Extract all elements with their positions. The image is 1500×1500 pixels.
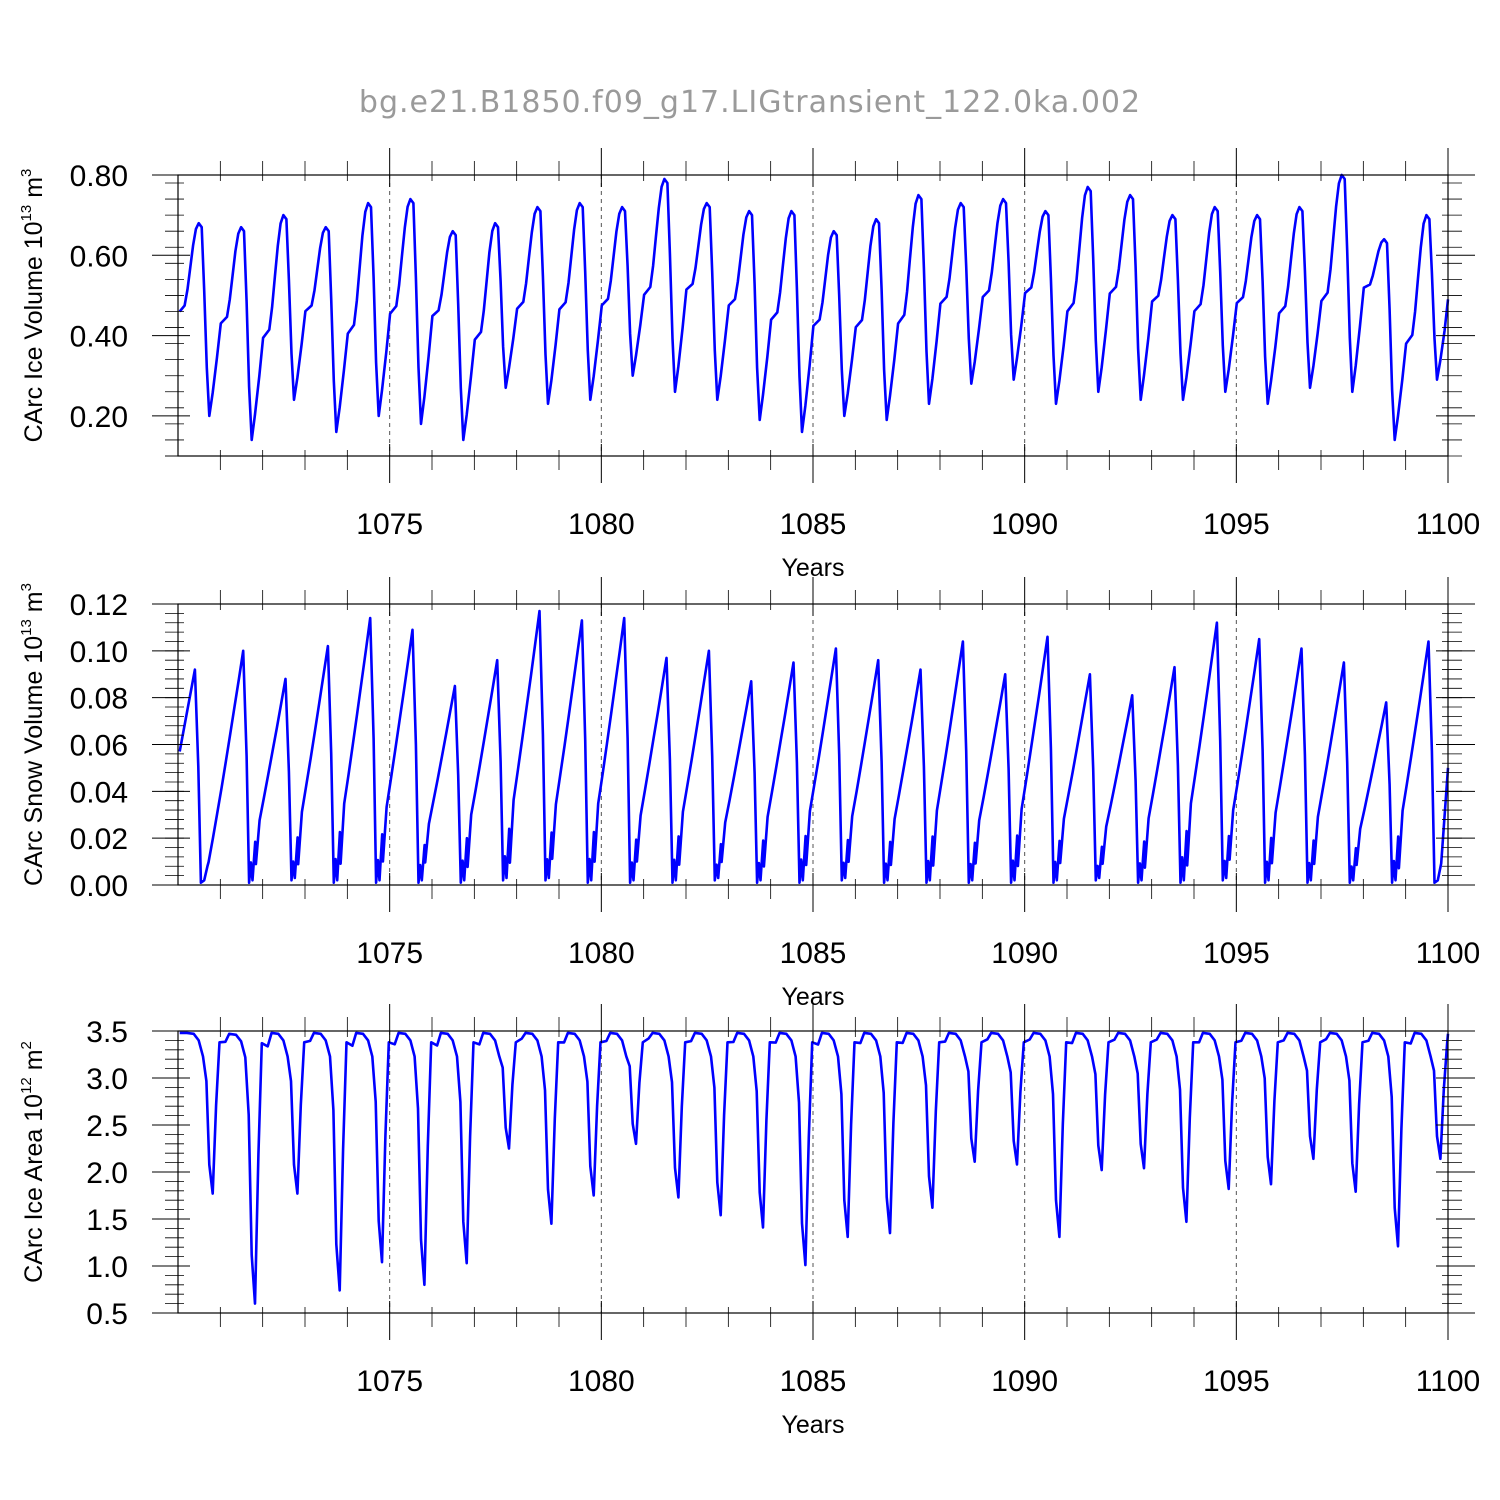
y-axis-label: CArc Snow Volume 1013 m3 [18, 583, 48, 886]
y-tick-label: 0.04 [70, 776, 128, 809]
x-tick-label: 1080 [568, 937, 635, 970]
y-tick-label: 3.5 [86, 1016, 128, 1049]
ice-area-panel: 0.5 1.0 1.5 2.0 2.5 3.0 3.5 1075 1080 1085 1090 109… [18, 1004, 1480, 1439]
x-tick-label: 1085 [780, 508, 847, 541]
y-tick-label: 1.5 [86, 1204, 128, 1237]
y-tick-label: 0.5 [86, 1298, 128, 1331]
x-tick-label: 1085 [780, 937, 847, 970]
x-tick-label: 1100 [1416, 508, 1481, 541]
y-tick-label: 3.0 [86, 1063, 128, 1096]
y-tick-label: 0.00 [70, 870, 128, 903]
chart-title: bg.e21.B1850.f09_g17.LIGtransient_122.0k… [359, 85, 1141, 120]
x-tick-label: 1090 [991, 1365, 1058, 1398]
snow-volume-series-line [178, 609, 1450, 884]
y-tick-label: 0.02 [70, 823, 128, 856]
y-axis-label: CArc Ice Volume 1013 m3 [18, 169, 48, 443]
y-tick-label: 0.12 [70, 589, 128, 622]
y-tick-label: 2.5 [86, 1110, 128, 1143]
y-tick-label: 0.06 [70, 730, 128, 763]
x-tick-label: 1100 [1416, 1365, 1481, 1398]
y-tick-label: 0.40 [70, 321, 128, 354]
x-tick-label: 1080 [568, 508, 635, 541]
x-tick-label: 1090 [991, 937, 1058, 970]
x-tick-label: 1095 [1203, 1365, 1270, 1398]
x-tick-label: 1090 [991, 508, 1058, 541]
x-tick-label: 1085 [780, 1365, 847, 1398]
x-tick-label: 1075 [356, 937, 423, 970]
x-axis-label: Years [781, 1411, 844, 1439]
y-tick-label: 0.08 [70, 683, 128, 716]
y-tick-label: 1.0 [86, 1251, 128, 1284]
x-tick-label: 1075 [356, 508, 423, 541]
y-tick-label: 2.0 [86, 1157, 128, 1190]
snow-volume-panel: 0.00 0.02 0.04 0.06 0.08 0.10 0.12 1075 1080 1085… [18, 577, 1480, 1011]
x-tick-label: 1075 [356, 1365, 423, 1398]
x-tick-label: 1095 [1203, 508, 1270, 541]
x-tick-label: 1100 [1416, 937, 1481, 970]
y-tick-label: 0.80 [70, 160, 128, 193]
ice-area-series-line [179, 1031, 1450, 1305]
y-axis-label: CArc Ice Area 1012 m2 [18, 1041, 48, 1283]
ice-volume-series-line [178, 173, 1450, 442]
y-tick-label: 0.20 [70, 401, 128, 434]
y-tick-label: 0.10 [70, 636, 128, 669]
x-tick-label: 1080 [568, 1365, 635, 1398]
ice-volume-panel: 0.20 0.40 0.60 0.80 1075 1080 1085 1090 1095 1100… [18, 148, 1480, 582]
x-tick-label: 1095 [1203, 937, 1270, 970]
y-tick-label: 0.60 [70, 240, 128, 273]
